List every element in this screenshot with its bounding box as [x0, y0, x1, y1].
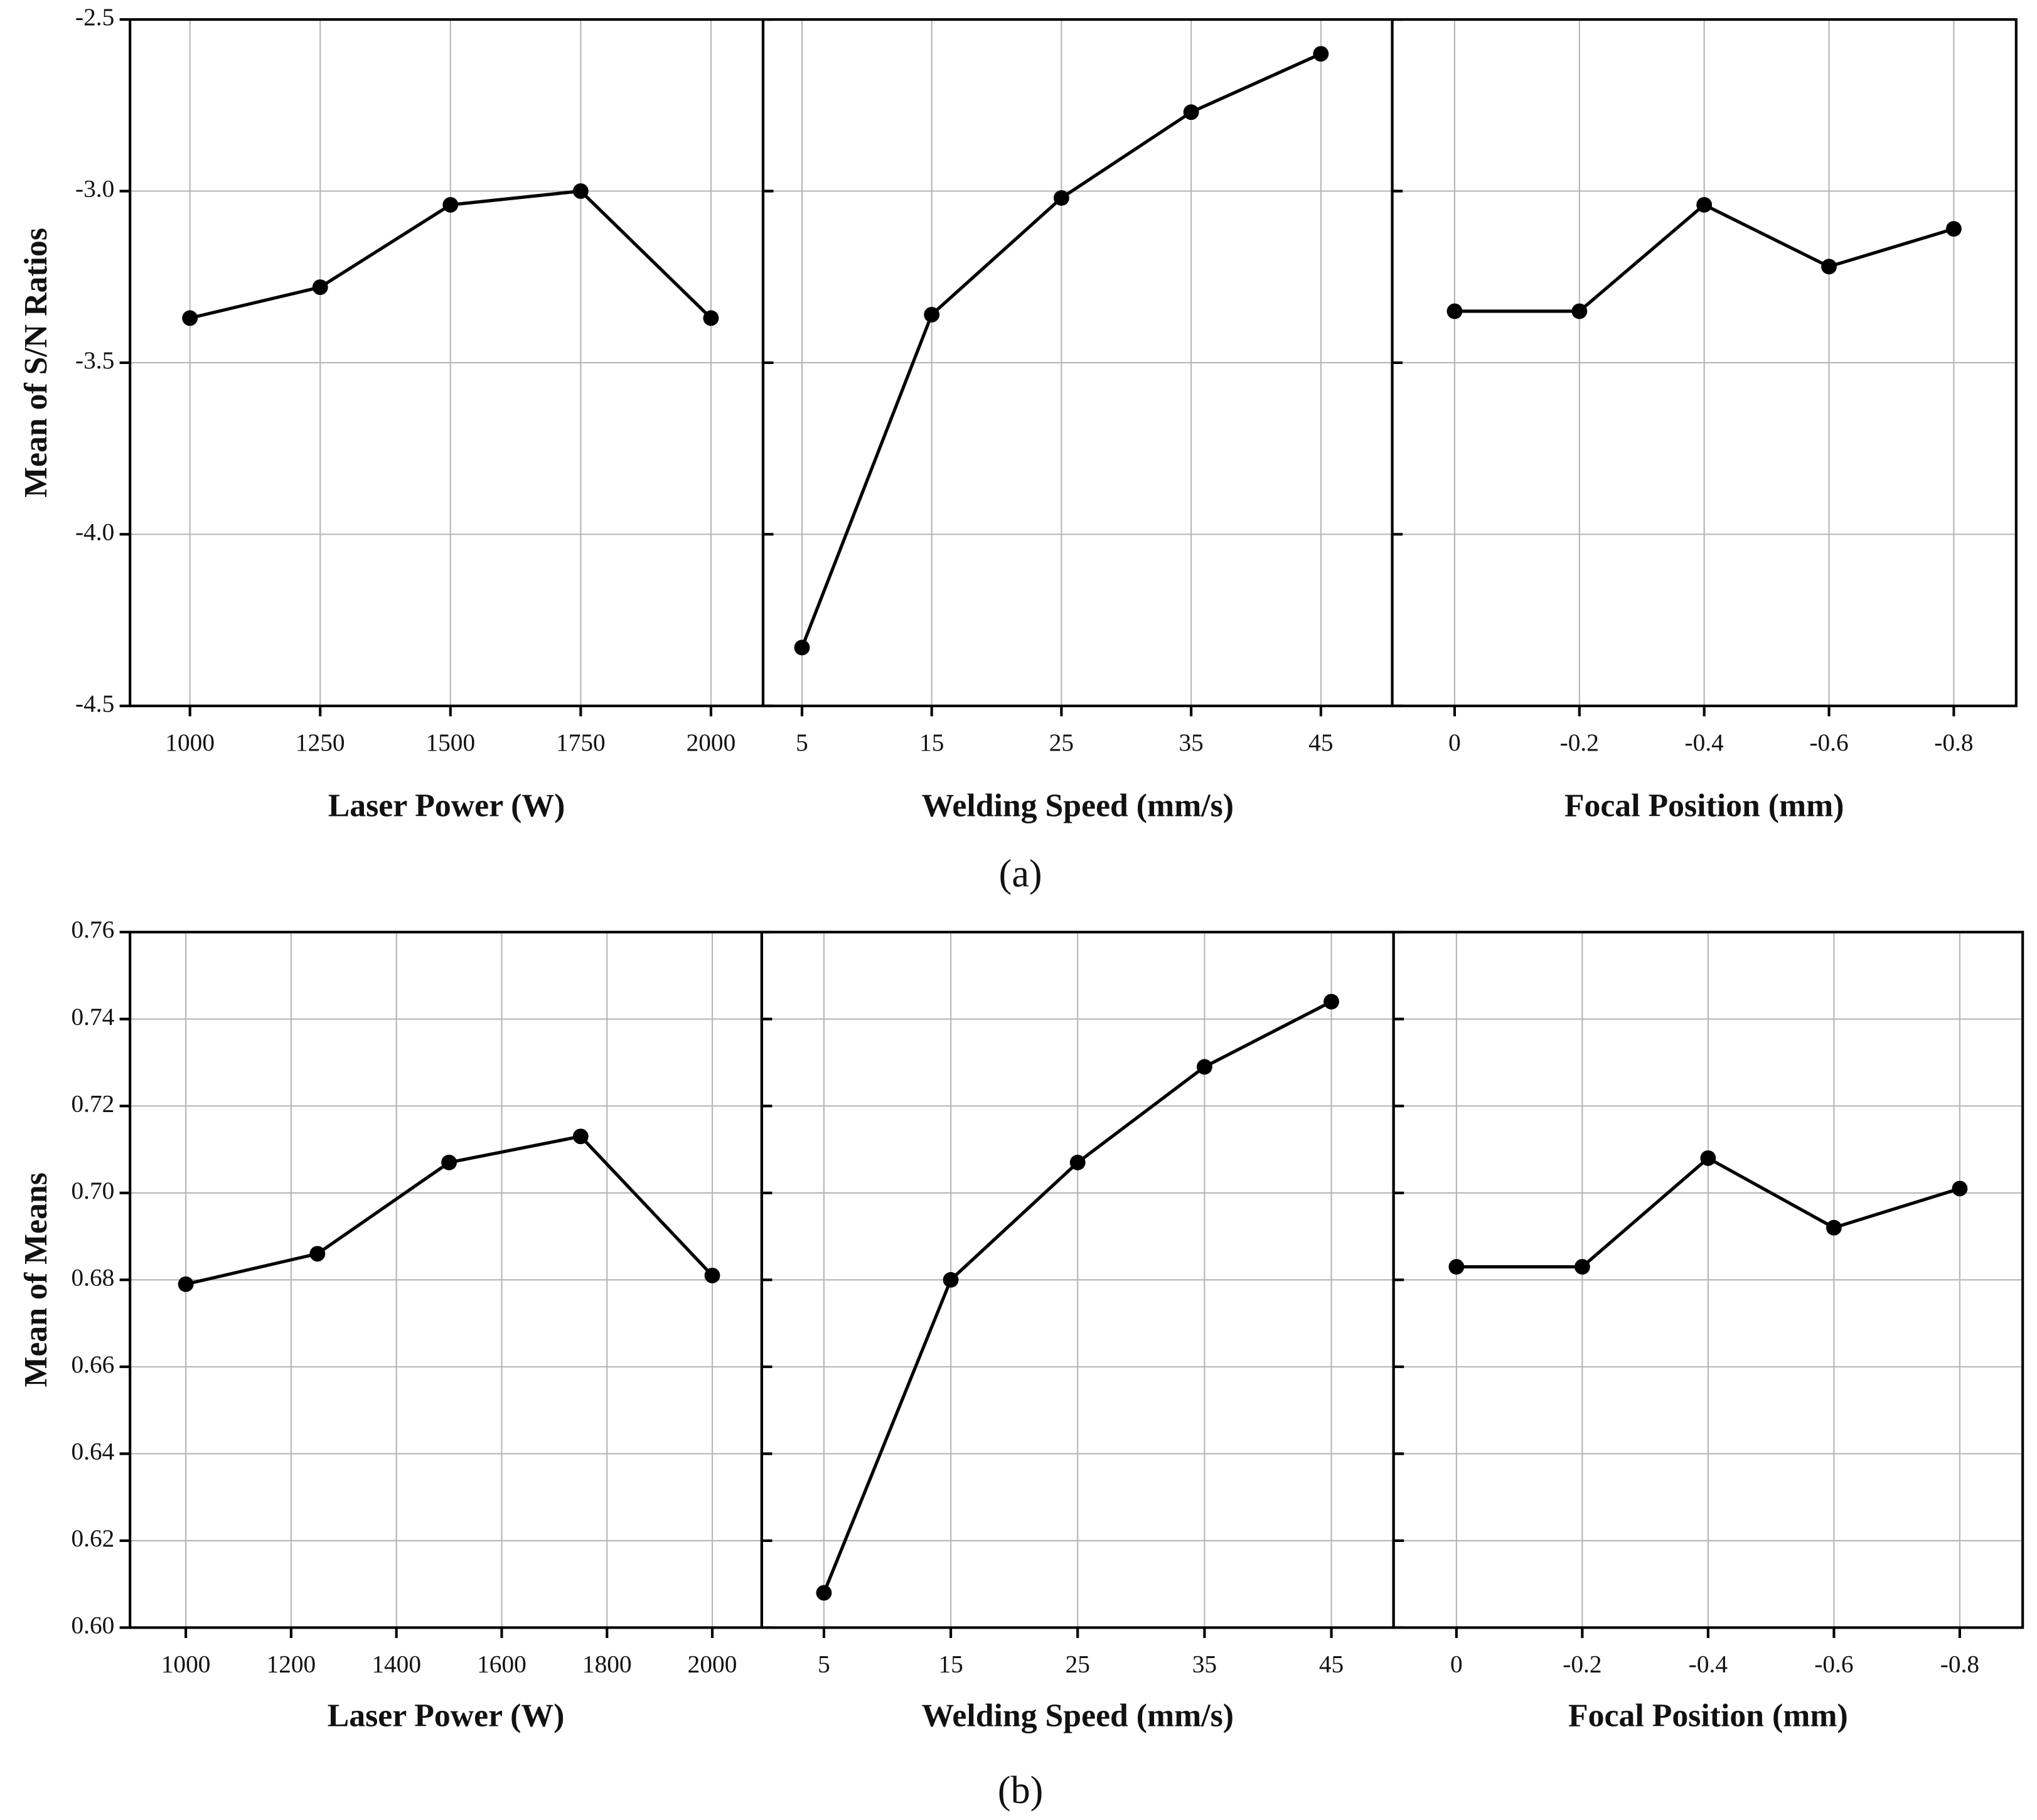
point [1574, 1259, 1590, 1275]
point [442, 196, 459, 213]
x-tick-label: 35 [1179, 729, 1203, 756]
x-tick-label: 1600 [477, 1651, 527, 1678]
x-tick-label: 5 [796, 729, 808, 756]
x-tick-label: -0.8 [1934, 729, 1973, 756]
point [1821, 259, 1837, 275]
x-tick-label: 15 [919, 729, 944, 756]
point [1826, 1219, 1842, 1236]
x-tick-label: 0 [1448, 729, 1461, 756]
point [178, 1276, 194, 1292]
x-tick-label: -0.8 [1940, 1651, 1979, 1678]
point [1945, 221, 1962, 237]
point [794, 640, 810, 656]
y-tick-label: 0.70 [71, 1177, 114, 1204]
plot-frame [1392, 931, 2024, 1629]
point [1952, 1180, 1968, 1197]
caption: (b) [998, 1769, 1043, 1812]
y-tick-label: -3.0 [75, 175, 114, 203]
x-tick-label: 25 [1049, 729, 1074, 756]
point [816, 1585, 832, 1601]
point [312, 279, 328, 296]
x-axis-label: Welding Speed (mm/s) [921, 788, 1234, 823]
y-tick-label: 0.60 [71, 1611, 114, 1639]
x-tick-label: 1000 [161, 1651, 211, 1678]
x-tick-label: 1250 [296, 729, 345, 756]
y-tick-label: 0.66 [71, 1351, 114, 1378]
x-tick-label: -0.4 [1689, 1651, 1728, 1678]
y-axis-label: Mean of Means [18, 1172, 54, 1387]
x-tick-label: 0 [1450, 1651, 1463, 1678]
y-tick-label: 0.68 [71, 1263, 114, 1291]
point [924, 306, 940, 323]
y-axis-label: Mean of S/N Ratios [18, 228, 54, 498]
point [1448, 1259, 1465, 1275]
point [441, 1154, 457, 1170]
x-tick-label: 45 [1319, 1651, 1344, 1678]
x-tick-label: 2000 [688, 1651, 737, 1678]
point [1323, 993, 1339, 1010]
plot-frame [1391, 18, 2018, 707]
x-tick-label: 1400 [372, 1651, 421, 1678]
x-tick-label: -0.6 [1809, 729, 1848, 756]
x-tick-label: 45 [1308, 729, 1333, 756]
x-tick-label: 15 [938, 1651, 963, 1678]
x-axis-label: Focal Position (mm) [1564, 788, 1844, 823]
point [1183, 104, 1199, 120]
x-axis-label: Laser Power (W) [328, 788, 565, 823]
point [1571, 303, 1588, 319]
x-tick-label: 25 [1066, 1651, 1090, 1678]
y-tick-label: -2.5 [75, 3, 114, 31]
x-axis-label: Laser Power (W) [328, 1698, 565, 1733]
point [1196, 1059, 1212, 1075]
point [572, 1128, 589, 1145]
x-tick-label: 1000 [165, 729, 215, 756]
y-tick-label: 0.62 [71, 1524, 114, 1552]
y-tick-label: -4.0 [75, 518, 114, 545]
caption: (a) [999, 852, 1042, 895]
x-tick-label: -0.2 [1563, 1651, 1601, 1678]
x-tick-label: 1750 [556, 729, 606, 756]
x-tick-label: 1500 [425, 729, 475, 756]
x-tick-label: 2000 [687, 729, 736, 756]
point [182, 310, 198, 326]
point [309, 1246, 326, 1262]
x-axis-label: Welding Speed (mm/s) [921, 1698, 1234, 1733]
y-tick-label: 0.64 [71, 1437, 114, 1465]
y-tick-label: 0.72 [71, 1089, 114, 1117]
x-tick-label: 1800 [582, 1651, 632, 1678]
x-axis-label: Focal Position (mm) [1568, 1698, 1848, 1733]
point [1069, 1154, 1086, 1170]
x-tick-label: 5 [818, 1651, 830, 1678]
x-tick-label: 1200 [267, 1651, 316, 1678]
y-tick-label: 0.76 [71, 916, 114, 943]
x-tick-label: -0.2 [1560, 729, 1599, 756]
point [572, 183, 589, 199]
x-tick-label: 35 [1192, 1651, 1217, 1678]
point [1053, 190, 1069, 206]
point [1313, 46, 1329, 62]
y-tick-label: -4.5 [75, 690, 114, 717]
point [703, 310, 719, 326]
point [1696, 196, 1713, 213]
point [1700, 1150, 1716, 1166]
point [1446, 303, 1463, 319]
point [704, 1267, 720, 1283]
y-tick-label: -3.5 [75, 346, 114, 374]
x-tick-label: -0.4 [1685, 729, 1724, 756]
x-tick-label: -0.6 [1814, 1651, 1853, 1678]
point [943, 1271, 959, 1288]
y-tick-label: 0.74 [71, 1003, 114, 1030]
